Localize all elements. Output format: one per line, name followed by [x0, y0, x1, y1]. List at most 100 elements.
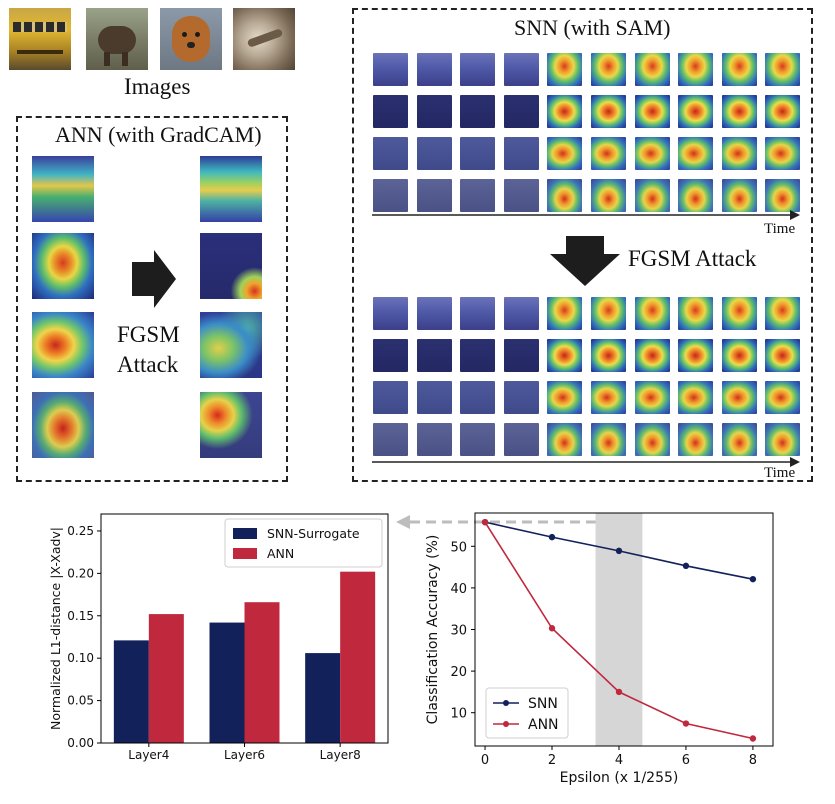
x-tick-label: Layer4: [128, 748, 169, 762]
legend-marker: [503, 721, 509, 727]
sam-cell: [721, 297, 757, 330]
bar-ann-layer4: [148, 614, 184, 743]
sam-cell: [634, 179, 670, 212]
data-point-snn: [682, 562, 690, 570]
time-axis-arrow-top: [372, 210, 800, 220]
sam-cell: [591, 53, 626, 86]
sam-cell: [591, 423, 626, 456]
time-label-top: Time: [764, 221, 796, 237]
sam-cell: [721, 423, 757, 456]
sam-cell: [416, 95, 452, 128]
sam-cell: [416, 423, 452, 456]
sam-cell: [721, 95, 757, 128]
sam-cell: [460, 137, 496, 170]
x-tick-label: Layer8: [320, 748, 361, 762]
bar-ann-layer6: [244, 602, 280, 743]
legend-box: [224, 518, 383, 568]
sam-cell: [765, 381, 801, 414]
ann-cam-dog-attacked: [200, 312, 262, 378]
sam-cell: [416, 297, 452, 330]
sam-cell: [591, 381, 626, 414]
sam-cell: [765, 95, 801, 128]
sam-cell: [591, 179, 626, 212]
sam-cell: [721, 339, 757, 372]
sam-cell: [634, 137, 670, 170]
ann-cam-bus-attacked: [200, 156, 262, 222]
sam-cell: [416, 381, 452, 414]
sam-cell: [547, 339, 583, 372]
snn-panel: [352, 8, 813, 482]
sam-cell: [678, 339, 714, 372]
image-dog: [160, 8, 222, 70]
x-tick-label: 8: [749, 753, 757, 768]
data-point-ann: [682, 720, 690, 727]
sam-cell: [591, 339, 626, 372]
sam-cell: [460, 339, 496, 372]
sam-cell: [460, 95, 496, 128]
ann-cam-dog-clean: [32, 312, 94, 378]
sam-cell: [503, 339, 539, 372]
ann-panel-title: ANN (with GradCAM): [55, 122, 262, 147]
sam-cell: [373, 95, 408, 128]
sam-cell: [373, 381, 408, 414]
x-tick-label: 4: [615, 753, 623, 768]
y-tick-label: 40: [450, 582, 467, 597]
sam-cell: [678, 137, 714, 170]
l1-distance-bar-chart: 0.00 0.05 0.10 0.15 0.20 0.25 Layer4 Layer6 Laye…: [48, 513, 389, 762]
y-tick-label: 50: [450, 540, 467, 555]
sam-cell: [547, 423, 583, 456]
ann-cam-lizard-clean: [32, 392, 94, 458]
ann-cam-elephant-clean: [32, 233, 94, 299]
bar-snn-surrogate-layer4: [113, 640, 149, 743]
data-point-ann: [749, 735, 757, 742]
x-tick-label: 0: [481, 753, 489, 768]
snn-panel-title: SNN (with SAM): [514, 15, 671, 40]
data-point-ann: [548, 625, 556, 632]
sam-cell: [591, 95, 626, 128]
sam-cell: [416, 137, 452, 170]
x-tick-label: 2: [548, 753, 556, 768]
images-label: Images: [124, 74, 191, 99]
snn-attack-arrow-icon: [550, 236, 620, 286]
legend-label: ANN: [267, 546, 294, 561]
y-tick-label: 10: [450, 707, 467, 722]
sam-cell: [634, 53, 670, 86]
sam-cell: [373, 297, 408, 330]
bar-ann-layer8: [340, 571, 376, 743]
connector-arrow-icon: [396, 515, 602, 529]
sam-cell: [373, 53, 408, 86]
data-point-snn: [615, 547, 623, 555]
sam-cell: [460, 179, 496, 212]
sam-cell: [460, 53, 496, 86]
sam-cell: [547, 95, 583, 128]
sam-cell: [721, 179, 757, 212]
time-axis-arrow-bottom: [372, 457, 800, 467]
ann-cam-elephant-attacked: [200, 233, 262, 299]
data-point-snn: [749, 575, 757, 583]
sam-cell: [547, 381, 583, 414]
snn-attack-label: FGSM Attack: [628, 246, 757, 271]
sam-cell: [416, 53, 452, 86]
sam-cell: [721, 137, 757, 170]
sam-cell: [503, 423, 539, 456]
legend-marker: [503, 700, 509, 706]
sam-cell: [765, 137, 801, 170]
sam-cell: [503, 381, 539, 414]
sam-cell: [678, 179, 714, 212]
bar-snn-surrogate-layer6: [209, 622, 245, 743]
accuracy-line-chart: 10 20 30 40 50 0 2 4 6 8 Epsilon (x 1/255) Classifi…: [425, 512, 774, 786]
legend-label: SNN: [528, 696, 558, 712]
image-lizard: [233, 8, 295, 70]
y-tick-label: 0.05: [67, 694, 94, 708]
sam-cell: [373, 339, 408, 372]
sam-cell: [678, 53, 714, 86]
sam-cell: [503, 297, 539, 330]
x-axis-label: Epsilon (x 1/255): [560, 770, 679, 786]
sam-cell: [721, 381, 757, 414]
sam-cell: [765, 339, 801, 372]
y-axis-label: Classification Accuracy (%): [425, 535, 441, 725]
sam-cell: [634, 95, 670, 128]
x-tick-label: 6: [682, 753, 690, 768]
image-elephant: [86, 8, 148, 70]
ann-arrow-icon: [132, 250, 176, 308]
